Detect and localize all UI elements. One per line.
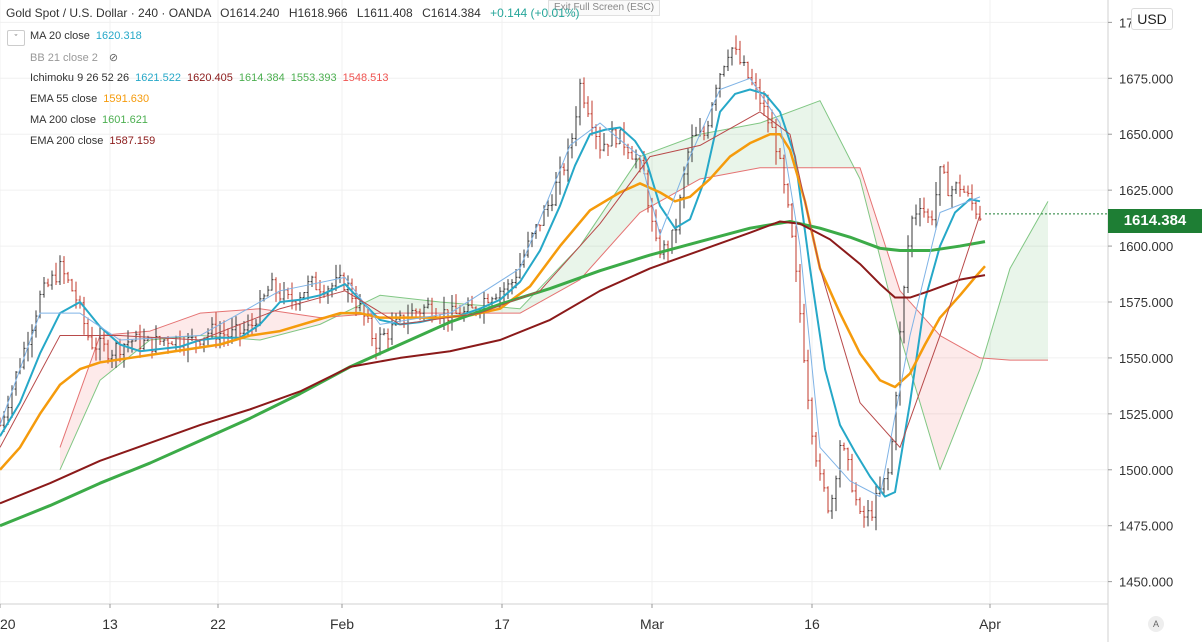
y-tick-label: 1675.000	[1119, 71, 1173, 86]
y-tick-label: 1500.000	[1119, 463, 1173, 478]
x-tick-label: Apr	[979, 616, 1001, 632]
ohlc-open: O1614.240	[220, 6, 280, 20]
legend-value: 1620.405	[186, 72, 233, 84]
series-ema200-line	[0, 220, 986, 505]
auto-scale-button[interactable]: A	[1148, 616, 1164, 632]
x-tick-label: Feb	[330, 616, 354, 632]
legend-label: MA 20 close	[30, 30, 90, 42]
symbol-title: Gold Spot / U.S. Dollar · 240 · OANDA	[6, 6, 211, 20]
series-kijun-line	[0, 111, 981, 448]
x-tick-label: 22	[210, 616, 226, 632]
legend-item[interactable]: MA 20 close 1620.318	[30, 30, 142, 42]
legend-value: 1591.630	[103, 93, 150, 105]
legend-value: 1620.318	[95, 30, 142, 42]
series-ema55-line	[0, 132, 986, 471]
ichimoku-cloud	[338, 100, 856, 317]
exit-fullscreen-button[interactable]: Exit Full Screen (ESC)	[548, 0, 661, 16]
y-tick-label: 1550.000	[1119, 351, 1173, 366]
legend-value: 1621.522	[135, 72, 181, 84]
legend-value: 1614.384	[238, 72, 285, 84]
ichimoku-cloud	[60, 308, 338, 470]
x-tick-label: 17	[494, 616, 510, 632]
legend-value: 1548.513	[342, 72, 389, 84]
last-price-badge: 1614.384	[1108, 209, 1202, 233]
series-ma200-line	[0, 219, 986, 528]
currency-button[interactable]: USD	[1131, 8, 1173, 30]
y-tick-label: 1600.000	[1119, 239, 1173, 254]
ohlc-high: H1618.966	[288, 6, 348, 20]
legend-item[interactable]: EMA 200 close 1587.159	[30, 135, 155, 147]
x-tick-label: 13	[102, 616, 118, 632]
chart-header: Gold Spot / U.S. Dollar · 240 · OANDA O1…	[6, 6, 580, 20]
y-tick-label: 1575.000	[1119, 295, 1173, 310]
ohlc-low: L1611.408	[356, 6, 413, 20]
y-tick-label: 1525.000	[1119, 407, 1173, 422]
legend-value: 1601.621	[102, 114, 148, 126]
legend-value: 1553.393	[290, 72, 337, 84]
legend-item[interactable]: Ichimoku 9 26 52 26 1621.522 1620.405 1614.…	[30, 72, 389, 84]
y-tick-label: 1475.000	[1119, 519, 1173, 534]
legend-item[interactable]: MA 200 close 1601.621	[30, 114, 148, 126]
legend-value: 1587.159	[109, 135, 156, 147]
legend-label: EMA 200 close	[30, 135, 104, 147]
x-tick-label: Mar	[640, 616, 664, 632]
y-tick-label: 1450.000	[1119, 575, 1173, 590]
legend-label: Ichimoku 9 26 52 26	[30, 72, 130, 84]
ohlc-close: C1614.384	[422, 6, 481, 20]
legend-label: MA 200 close	[30, 114, 97, 126]
hidden-eye-icon[interactable]: ⊘	[105, 52, 119, 64]
ichimoku-cloud	[856, 167, 984, 470]
x-tick-label: 2020	[0, 616, 16, 632]
legend-item[interactable]: BB 21 close 2 ⊘	[30, 51, 118, 64]
legend-item[interactable]: EMA 55 close 1591.630	[30, 93, 149, 105]
series-ma20-line	[0, 88, 981, 498]
x-tick-label: 16	[804, 616, 820, 632]
y-tick-label: 1650.000	[1119, 127, 1173, 142]
y-tick-label: 1625.000	[1119, 183, 1173, 198]
legend-label: BB 21 close 2	[30, 52, 98, 64]
series-tenkan-line	[0, 77, 981, 498]
ohlc-change: +0.144 (+0.01%)	[490, 6, 580, 20]
legend-label: EMA 55 close	[30, 93, 98, 105]
legend-collapse-button[interactable]: ˇ	[7, 30, 25, 46]
ichimoku-cloud	[984, 201, 1048, 361]
